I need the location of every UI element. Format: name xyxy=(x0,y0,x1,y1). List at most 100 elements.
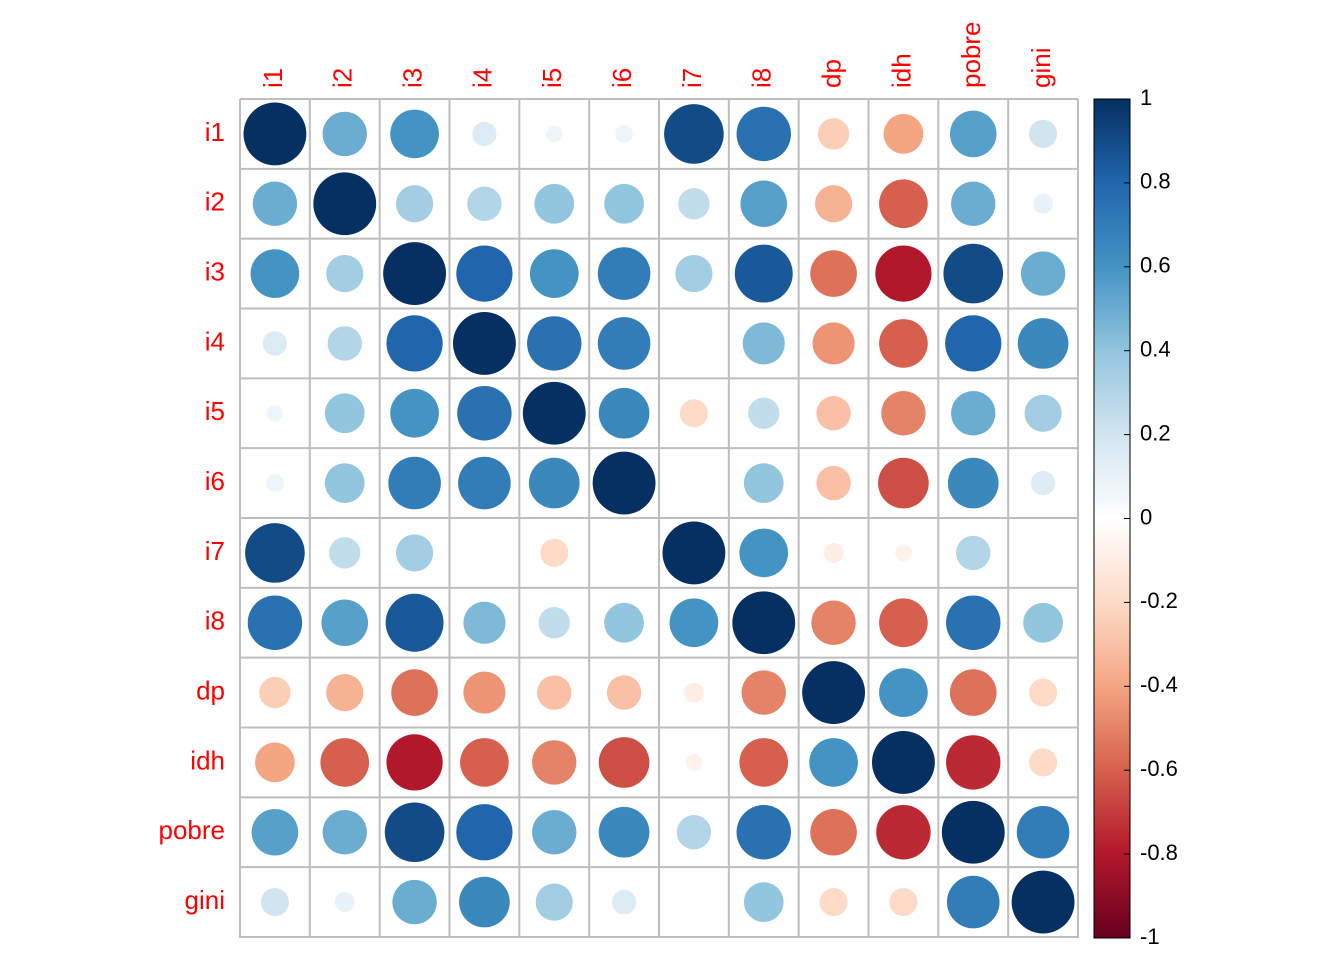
correlation-circle xyxy=(463,601,506,644)
correlation-circle xyxy=(736,106,791,162)
correlation-circle xyxy=(739,738,789,787)
correlation-circle xyxy=(472,121,497,147)
correlation-circle xyxy=(604,602,644,643)
correlation-circle xyxy=(324,393,365,434)
correlation-circle xyxy=(739,528,789,578)
correlation-circle xyxy=(388,456,441,510)
correlation-circle xyxy=(814,185,853,223)
column-label: idh xyxy=(886,53,916,88)
correlation-circle xyxy=(669,598,719,648)
correlation-circle xyxy=(459,876,510,928)
correlation-circle xyxy=(457,386,512,441)
correlation-circle xyxy=(1030,470,1056,496)
correlation-circle xyxy=(1017,318,1069,369)
correlation-circle xyxy=(545,125,563,143)
correlation-circle xyxy=(255,742,295,783)
correlation-circle xyxy=(532,740,577,785)
correlation-circle xyxy=(883,114,924,154)
correlation-circle xyxy=(537,675,572,710)
correlation-circle xyxy=(879,668,928,717)
correlation-circle xyxy=(683,682,704,703)
correlation-circle xyxy=(945,315,1002,372)
correlation-circle xyxy=(675,254,713,293)
correlation-circle xyxy=(810,808,857,856)
correlation-circle xyxy=(522,381,586,445)
column-label: i1 xyxy=(258,68,288,88)
correlation-circle xyxy=(262,331,288,356)
correlation-circle xyxy=(456,245,513,302)
correlation-circle xyxy=(878,457,929,509)
correlation-circle xyxy=(321,599,369,647)
correlation-circle xyxy=(1029,748,1058,777)
correlation-circle xyxy=(690,898,698,906)
row-label: i5 xyxy=(205,396,225,426)
correlation-circle xyxy=(532,810,577,855)
correlation-circle xyxy=(817,118,850,150)
correlation-circle xyxy=(748,397,780,429)
correlation-circle xyxy=(395,534,434,572)
correlation-circle xyxy=(597,247,651,300)
correlation-circle xyxy=(1023,602,1063,643)
correlation-circle xyxy=(598,387,650,439)
correlation-circle xyxy=(329,537,361,569)
row-label: idh xyxy=(190,745,225,775)
correlation-circle xyxy=(386,734,443,791)
correlation-circle xyxy=(685,754,703,771)
correlation-circle xyxy=(740,180,788,228)
correlation-circle xyxy=(741,670,786,715)
correlation-circle xyxy=(1020,251,1066,296)
correlation-circle xyxy=(956,535,991,571)
correlation-circle xyxy=(611,889,637,915)
correlation-circle xyxy=(383,242,447,306)
correlation-circle xyxy=(951,391,996,436)
colorbar-tick-label: 0.2 xyxy=(1140,420,1171,445)
correlation-circle xyxy=(811,600,856,645)
correlation-circle xyxy=(812,322,855,365)
correlation-circle xyxy=(327,326,362,361)
row-label: i8 xyxy=(205,606,225,636)
correlation-circle xyxy=(889,888,918,917)
correlation-circle xyxy=(604,183,644,224)
correlation-circle xyxy=(313,172,377,236)
column-label: i4 xyxy=(467,68,497,88)
correlation-circle xyxy=(949,110,997,158)
correlation-circle xyxy=(879,319,928,368)
colorbar-tick-label: -0.2 xyxy=(1140,588,1178,613)
correlation-circle xyxy=(895,544,912,562)
correlation-circle xyxy=(334,892,355,913)
column-label: gini xyxy=(1026,48,1056,88)
correlation-circle xyxy=(676,815,712,850)
correlation-circle xyxy=(322,111,367,157)
correlation-circle xyxy=(881,391,926,436)
correlation-circle xyxy=(458,456,511,510)
correlation-circle xyxy=(252,181,298,226)
correlation-circle xyxy=(690,340,698,347)
correlation-circle xyxy=(247,595,303,650)
row-label: i4 xyxy=(205,326,225,356)
correlation-circle xyxy=(540,538,569,567)
correlation-circle xyxy=(467,186,502,221)
colorbar-tick-label: -0.6 xyxy=(1140,756,1178,781)
colorbar-tick-label: -0.8 xyxy=(1140,840,1178,865)
correlation-circle xyxy=(949,669,997,716)
row-label: i1 xyxy=(205,117,225,147)
correlation-circle xyxy=(946,735,1001,790)
correlation-circle xyxy=(534,183,575,224)
correlation-circle xyxy=(819,888,848,917)
correlation-circle xyxy=(598,806,650,858)
column-label: i5 xyxy=(537,68,567,88)
colorbar-tick-label: 0 xyxy=(1140,504,1152,529)
correlation-circle xyxy=(743,463,784,503)
correlation-circle xyxy=(390,109,439,159)
correlation-circle xyxy=(529,249,579,298)
correlation-circle xyxy=(538,607,570,639)
correlation-circle xyxy=(243,102,307,166)
column-label: pobre xyxy=(956,22,986,89)
correlation-circle xyxy=(879,598,928,648)
correlation-circle xyxy=(259,676,291,709)
correlation-circle xyxy=(678,188,710,220)
correlation-circle xyxy=(592,451,656,515)
correlation-circle xyxy=(481,549,488,557)
correlation-circle xyxy=(871,730,935,794)
